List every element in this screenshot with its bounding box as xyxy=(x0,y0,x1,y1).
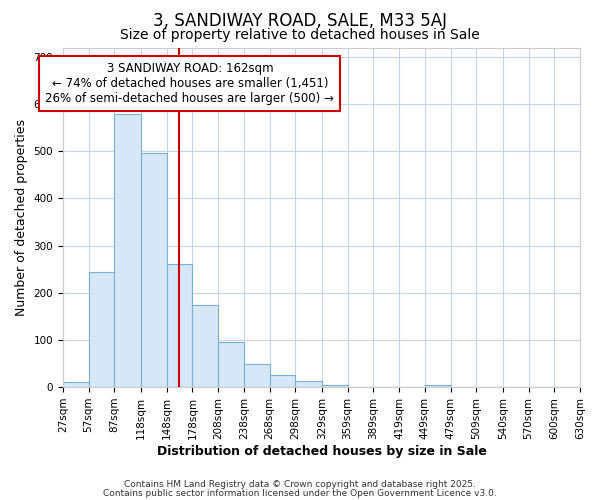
Y-axis label: Number of detached properties: Number of detached properties xyxy=(15,119,28,316)
Text: Contains HM Land Registry data © Crown copyright and database right 2025.: Contains HM Land Registry data © Crown c… xyxy=(124,480,476,489)
Bar xyxy=(244,364,269,387)
Bar xyxy=(218,342,244,387)
Bar xyxy=(322,384,347,387)
Bar xyxy=(193,305,218,387)
X-axis label: Distribution of detached houses by size in Sale: Distribution of detached houses by size … xyxy=(157,444,487,458)
Bar xyxy=(295,381,322,387)
Text: 3 SANDIWAY ROAD: 162sqm
← 74% of detached houses are smaller (1,451)
26% of semi: 3 SANDIWAY ROAD: 162sqm ← 74% of detache… xyxy=(46,62,334,104)
Bar xyxy=(167,264,193,387)
Bar xyxy=(63,382,89,387)
Bar xyxy=(425,384,451,387)
Text: Size of property relative to detached houses in Sale: Size of property relative to detached ho… xyxy=(120,28,480,42)
Text: Contains public sector information licensed under the Open Government Licence v3: Contains public sector information licen… xyxy=(103,488,497,498)
Text: 3, SANDIWAY ROAD, SALE, M33 5AJ: 3, SANDIWAY ROAD, SALE, M33 5AJ xyxy=(153,12,447,30)
Bar xyxy=(269,375,295,387)
Bar xyxy=(89,272,115,387)
Bar xyxy=(141,152,167,387)
Bar xyxy=(115,114,141,387)
